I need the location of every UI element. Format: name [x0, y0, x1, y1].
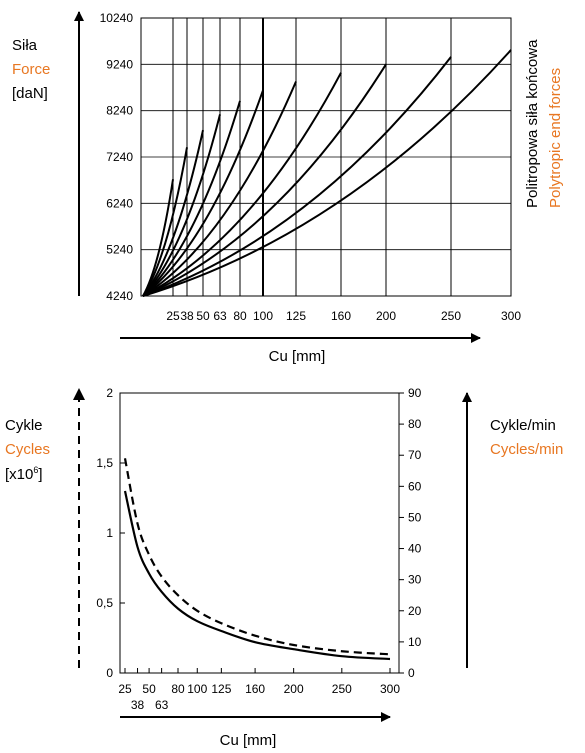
chart-1: Siła Force [daN] 4240 5240 6240 7240 8240 924… — [12, 11, 564, 365]
right-tick-label: 40 — [408, 542, 422, 556]
left-label-pl: Cykle — [5, 417, 43, 434]
x-tick-label-2: 100 — [187, 682, 207, 696]
right-tick-label: 80 — [408, 417, 422, 431]
plot-frame-2 — [119, 392, 400, 674]
x-tick-label-2: 125 — [211, 682, 231, 696]
left-tick-label: 1,5 — [96, 456, 113, 470]
left-arrow-head — [73, 388, 85, 400]
left-tick-label: 1 — [106, 526, 113, 540]
left-tick-label: 0,5 — [96, 596, 113, 610]
right-label-en-2: Cycles/min — [490, 441, 563, 458]
x-tick-label-2: 300 — [380, 682, 400, 696]
x-tick-label: 250 — [441, 309, 461, 323]
right-tick-label: 50 — [408, 510, 422, 524]
x-tick-label-2: 50 — [142, 682, 156, 696]
x-tick-labels-1: 25 38 50 63 80 100 125 160 200 250 300 — [166, 309, 521, 323]
x-tick-label-2: 63 — [155, 698, 169, 712]
y-tick-labels-1: 4240 5240 6240 7240 8240 9240 10240 — [100, 11, 134, 303]
y-tick-label: 6240 — [106, 196, 133, 210]
x-tick-label-2: 160 — [245, 682, 265, 696]
right-tick-label: 0 — [408, 666, 415, 680]
x-tick-label: 80 — [233, 309, 247, 323]
x-label-1: Cu [mm] — [269, 348, 326, 365]
grid-1 — [141, 18, 511, 296]
cycles-curve-solid — [123, 490, 391, 661]
right-tick-label: 60 — [408, 479, 422, 493]
y-label-pl: Siła — [12, 37, 38, 54]
force-curve-50 — [142, 129, 204, 297]
y-tick-label: 4240 — [106, 289, 133, 303]
x-tick-label: 38 — [180, 309, 194, 323]
force-curve-125 — [142, 81, 297, 297]
y-tick-label: 8240 — [106, 104, 133, 118]
right-label-pl: Politropowa siła końcowa — [524, 39, 541, 208]
x-tick-label-2: 80 — [171, 682, 185, 696]
right-tick-label: 30 — [408, 573, 422, 587]
cycle-curves — [123, 458, 391, 661]
x-tick-label: 25 — [166, 309, 180, 323]
force-curve-250 — [142, 56, 452, 297]
force-curve-63 — [142, 114, 221, 297]
force-curve-300 — [142, 49, 512, 297]
right-tick-label: 10 — [408, 635, 422, 649]
x-tick-label-2: 38 — [131, 698, 145, 712]
y-tick-label: 10240 — [100, 11, 134, 25]
x-label-2: Cu [mm] — [220, 732, 277, 749]
y-label-en: Force — [12, 61, 50, 78]
right-tick-label: 70 — [408, 448, 422, 462]
force-curve-100 — [142, 89, 264, 297]
force-curves — [142, 49, 512, 297]
x-tick-label-2: 25 — [118, 682, 132, 696]
right-tick-label: 90 — [408, 386, 422, 400]
right-label-pl-2: Cykle/min — [490, 417, 556, 434]
y-tick-label: 7240 — [106, 150, 133, 164]
y-tick-label: 5240 — [106, 243, 133, 257]
left-tick-label: 2 — [106, 386, 113, 400]
left-label-unit: [x106] — [5, 465, 43, 483]
x-tick-label: 100 — [253, 309, 273, 323]
x-tick-label-2: 200 — [284, 682, 304, 696]
x-tick-label-2: 250 — [332, 682, 352, 696]
cycles-per-min-curve-dashed — [123, 458, 391, 656]
x-tick-label: 200 — [376, 309, 396, 323]
left-tick-label: 0 — [106, 666, 113, 680]
x-tick-label: 160 — [331, 309, 351, 323]
x-tick-label: 125 — [286, 309, 306, 323]
y-label-unit: [daN] — [12, 85, 48, 102]
force-curve-200 — [142, 63, 387, 297]
force-curve-80 — [142, 100, 241, 297]
right-tick-label: 20 — [408, 604, 422, 618]
force-curve-38 — [142, 147, 188, 297]
x-tick-label: 300 — [501, 309, 521, 323]
right-label-en: Polytropic end forces — [547, 68, 564, 208]
x-tick-label: 50 — [196, 309, 210, 323]
left-label-en: Cycles — [5, 441, 50, 458]
chart-2: Cykle Cycles [x106] 00,511,5201020304050… — [5, 386, 563, 749]
force-curve-160 — [142, 72, 342, 297]
x-tick-label: 63 — [213, 309, 227, 323]
y-tick-label: 9240 — [106, 57, 133, 71]
